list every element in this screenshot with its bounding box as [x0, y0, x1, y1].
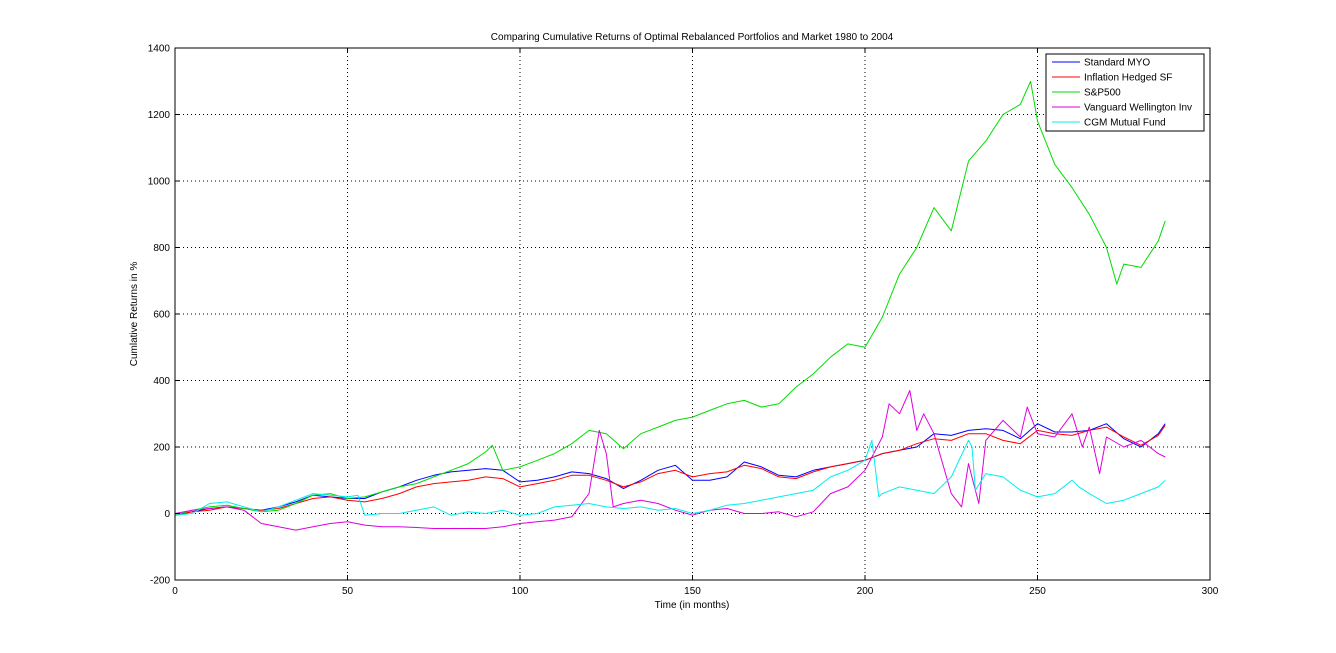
legend-label-vanguard-wellington-inv: Vanguard Wellington Inv: [1084, 103, 1192, 114]
legend-label-s-p500: S&P500: [1084, 88, 1121, 99]
y-axis-ticks: -200 0 200 400 600 800 1000 1200 1400: [148, 44, 1210, 587]
y-tick-label: 800: [153, 243, 170, 254]
x-tick-label: 250: [1029, 586, 1046, 597]
x-tick-label: 0: [172, 586, 178, 597]
y-tick-label: 600: [153, 310, 170, 321]
y-axis-label: Cumlative Returns in %: [129, 262, 140, 367]
y-tick-label: 1000: [148, 177, 171, 188]
x-tick-label: 150: [684, 586, 701, 597]
legend: Standard MYO Inflation Hedged SF S&P500 Van…: [1045, 53, 1205, 132]
y-tick-label: -200: [150, 576, 170, 587]
series-line-vanguard-wellington-inv: [174, 390, 1166, 531]
chart-title: Comparing Cumulative Returns of Optimal …: [491, 32, 894, 43]
x-tick-label: 50: [342, 586, 354, 597]
gridlines: [175, 48, 1210, 580]
legend-label-inflation-hedged-sf: Inflation Hedged SF: [1084, 73, 1172, 84]
x-axis-label: Time (in months): [655, 600, 730, 611]
y-tick-label: 1200: [148, 110, 171, 121]
y-tick-label: 0: [164, 509, 170, 520]
y-tick-label: 1400: [148, 44, 171, 55]
x-tick-label: 100: [512, 586, 529, 597]
y-tick-label: 400: [153, 376, 170, 387]
legend-label-standard-myo: Standard MYO: [1084, 58, 1150, 69]
legend-box: [1045, 53, 1205, 132]
series-line-standard-myo: [174, 423, 1166, 516]
plot-series: [174, 80, 1166, 531]
series-line-s-p500: [174, 80, 1166, 516]
series-line-cgm-mutual-fund: [174, 439, 1166, 516]
x-tick-label: 200: [857, 586, 874, 597]
legend-label-cgm-mutual-fund: CGM Mutual Fund: [1084, 118, 1166, 129]
x-axis-ticks: 0 50 100 150 200 250 300: [172, 48, 1219, 597]
x-tick-label: 300: [1202, 586, 1219, 597]
series-line-inflation-hedged-sf: [174, 425, 1166, 516]
y-tick-label: 200: [153, 443, 170, 454]
